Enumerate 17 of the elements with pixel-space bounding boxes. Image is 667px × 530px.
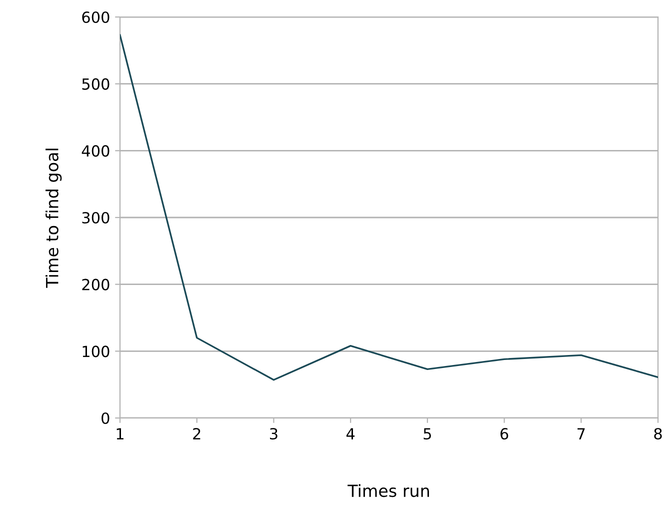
y-tick-label: 0 — [102, 412, 110, 424]
y-axis-title: Time to find goal — [46, 148, 62, 288]
x-tick-label: 5 — [424, 428, 431, 440]
y-tick-label: 300 — [82, 212, 110, 224]
x-tick-label: 3 — [270, 428, 278, 440]
x-tick-label: 8 — [654, 428, 662, 440]
y-tick-label: 100 — [82, 346, 110, 358]
y-tick-label: 500 — [82, 78, 110, 90]
x-tick-label: 4 — [346, 428, 355, 440]
x-tick-label: 7 — [578, 428, 585, 440]
x-tick-label: 6 — [500, 428, 508, 440]
y-tick-label: 600 — [82, 11, 110, 24]
x-tick-label: 1 — [116, 428, 124, 440]
y-tick-label: 200 — [82, 278, 110, 290]
x-tick-label: 2 — [193, 428, 200, 440]
x-axis-title: Times run — [348, 484, 429, 498]
y-tick-label: 400 — [82, 145, 110, 157]
